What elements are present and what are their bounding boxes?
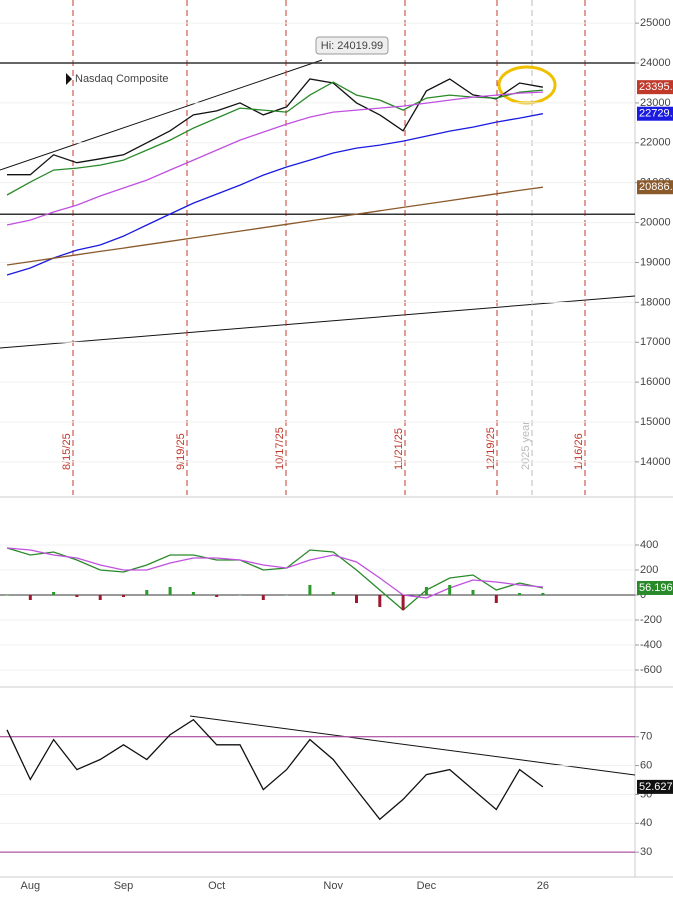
histogram-bar (261, 595, 265, 600)
last-value-label: 22729. (639, 108, 673, 120)
histogram-bar (52, 592, 56, 595)
trend-line (0, 295, 636, 349)
y-tick-label: 23000 (640, 97, 671, 109)
histogram-bar (75, 595, 79, 597)
series-line (6, 81, 543, 196)
histogram-bar (518, 593, 522, 595)
y-tick-label: -400 (640, 639, 662, 651)
last-value-box (637, 80, 673, 95)
y-tick-label: -600 (640, 664, 662, 676)
y-tick-label: 19000 (640, 256, 671, 268)
histogram-bar (494, 595, 498, 603)
date-marker-label: 9/19/25 (175, 433, 187, 470)
y-tick-label: 200 (640, 564, 658, 576)
y-tick-label: 30 (640, 846, 652, 858)
annotation: Hi: 24019.99 (321, 40, 383, 52)
y-tick-label: 40 (640, 817, 652, 829)
histogram-bar (355, 595, 358, 603)
y-tick-label: -200 (640, 614, 662, 626)
date-marker-label: 2025 year (520, 421, 532, 470)
histogram-bar (471, 590, 475, 595)
annotation-box (315, 36, 389, 55)
y-tick-label: 16000 (640, 376, 671, 388)
x-tick-label: Sep (114, 880, 134, 892)
last-value-box (637, 180, 673, 195)
histogram-bar (541, 593, 545, 595)
y-tick-label: 14000 (640, 456, 671, 468)
y-tick-label: 24000 (640, 57, 671, 69)
y-tick-label: 15000 (640, 416, 671, 428)
x-tick-label: 26 (537, 880, 549, 892)
series-line (6, 113, 544, 276)
date-marker-label: 12/19/25 (485, 427, 497, 470)
date-marker-label: 1/16/26 (573, 433, 585, 470)
histogram-bar (448, 585, 452, 595)
histogram-bar (285, 595, 289, 596)
histogram-bar (5, 595, 9, 596)
y-tick-label: 17000 (640, 336, 671, 348)
y-tick-label: 25000 (640, 17, 671, 29)
histogram-bar (215, 595, 219, 597)
legend-label: Nasdaq Composite (75, 73, 169, 85)
histogram-bar (28, 595, 32, 600)
histogram-bar (145, 590, 149, 595)
y-tick-label: 20000 (640, 216, 671, 228)
y-tick-label: 400 (640, 539, 658, 551)
trend-line (0, 59, 323, 171)
last-value-label: 20886. (639, 181, 673, 193)
series-line (6, 186, 543, 266)
histogram-bar (98, 595, 102, 600)
histogram-bar (191, 592, 195, 595)
last-value-box (637, 106, 673, 121)
y-tick-label: 22000 (640, 137, 671, 149)
x-tick-label: Nov (323, 880, 343, 892)
histogram-bar (122, 595, 125, 597)
x-tick-label: Aug (21, 880, 41, 892)
y-tick-label: 60 (640, 760, 652, 772)
series-line (6, 718, 544, 821)
histogram-bar (238, 595, 242, 596)
histogram-bar (401, 595, 405, 610)
last-value-box (637, 779, 673, 794)
histogram-bar (424, 587, 428, 595)
histogram-bar (308, 585, 312, 595)
legend-marker (66, 73, 72, 85)
x-tick-label: Dec (417, 880, 437, 892)
x-tick-label: Oct (208, 880, 225, 892)
last-value-box (637, 580, 673, 595)
date-marker-label: 10/17/25 (274, 427, 286, 470)
histogram-bar (378, 595, 382, 607)
histogram-bar (168, 587, 172, 595)
histogram-bar (331, 592, 335, 595)
last-value-label: 52.627 (639, 781, 673, 793)
date-marker-label: 8/15/25 (61, 433, 73, 470)
last-value-label: 23395. (639, 81, 673, 93)
date-marker-label: 11/21/25 (393, 428, 405, 470)
series-line (6, 91, 543, 226)
y-tick-label: 70 (640, 731, 652, 743)
series-line (6, 547, 543, 599)
series-line (6, 547, 544, 611)
y-tick-label: 18000 (640, 296, 671, 308)
last-value-label: 56.196 (639, 582, 673, 594)
